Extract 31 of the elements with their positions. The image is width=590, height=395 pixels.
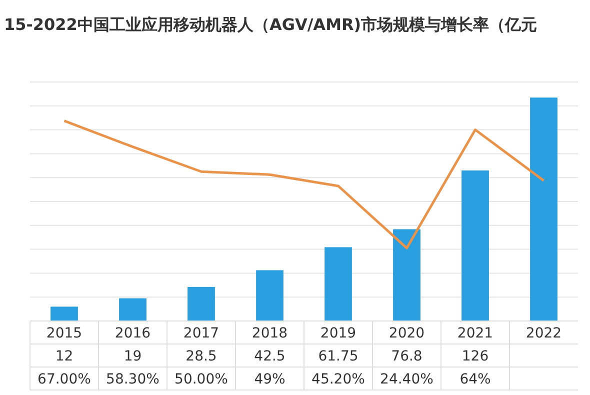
data-label: 24.40%: [380, 371, 434, 388]
data-label: 45.20%: [312, 371, 365, 388]
data-label: 76.8: [391, 348, 422, 364]
bar: [50, 306, 78, 321]
bar: [462, 170, 489, 321]
x-tick-label: 2019: [320, 325, 356, 342]
x-tick-label: 2018: [252, 325, 288, 342]
data-label: 64%: [460, 371, 491, 388]
data-label: 50.00%: [174, 371, 228, 388]
x-tick-label: 2022: [526, 325, 562, 342]
data-label: 12: [55, 348, 74, 364]
data-label: 19: [124, 348, 142, 364]
x-tick-label: 2021: [457, 325, 494, 342]
x-tick-label: 2015: [46, 325, 82, 342]
bar: [324, 247, 352, 321]
data-label: 42.5: [254, 348, 286, 364]
bar: [119, 298, 146, 321]
data-label: 28.5: [186, 348, 217, 364]
bar: [393, 229, 420, 321]
data-label: 126: [462, 348, 489, 364]
bar: [256, 270, 284, 321]
data-label: 49%: [254, 371, 286, 388]
data-label: 67.00%: [38, 371, 91, 388]
data-label: 58.30%: [106, 371, 160, 388]
x-tick-label: 2016: [114, 325, 151, 342]
data-label: 61.75: [318, 348, 358, 364]
x-tick-label: 2020: [388, 325, 425, 342]
bar: [188, 286, 215, 321]
bar: [530, 98, 558, 321]
x-tick-label: 2017: [183, 325, 220, 342]
chart-title: 15-2022中国工业应用移动机器人（AGV/AMR)市场规模与增长率（亿元: [4, 15, 538, 34]
